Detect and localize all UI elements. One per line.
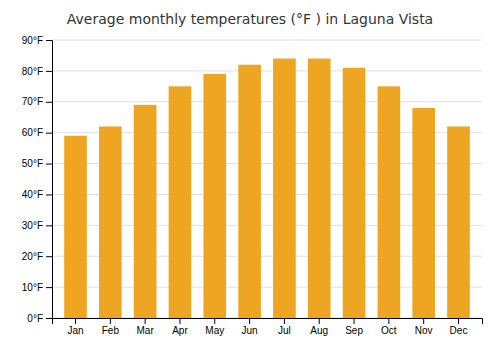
title: Average monthly temperatures (°F ) in La…	[67, 11, 433, 27]
x-tick: Sep	[345, 318, 363, 336]
tick-mark	[46, 256, 52, 257]
tick-label: Jun	[242, 325, 258, 336]
x-tick: Aug	[310, 318, 328, 336]
tick-mark	[110, 318, 111, 324]
x-axis: Jan Feb Mar Apr May Jun Jul Aug Sep Oct Nov Dec	[53, 318, 483, 336]
x-tick: Mar	[137, 318, 155, 336]
tick-mark	[354, 318, 355, 324]
tick-label: Nov	[415, 325, 433, 336]
chart: 0°F 10°F 20°F 30°F 40°F 50°F 60°F 70°F 80°F 90°F J…	[0, 0, 500, 350]
tick-label: Dec	[450, 325, 468, 336]
bar	[134, 105, 157, 318]
bar	[203, 74, 226, 318]
x-tick: Dec	[450, 318, 468, 336]
x-tick: Apr	[172, 318, 188, 336]
bar	[273, 59, 296, 318]
tick-label: 70°F	[22, 96, 43, 107]
axis-domain	[46, 41, 53, 319]
tick-mark	[46, 71, 52, 72]
tick-mark	[319, 318, 320, 324]
tick-label: May	[205, 325, 224, 336]
tick-label: Jan	[67, 325, 83, 336]
bar	[412, 108, 435, 318]
tick-mark	[388, 318, 389, 324]
tick-mark	[46, 40, 52, 41]
x-tick: Oct	[381, 318, 397, 336]
y-tick: 40°F	[22, 189, 52, 200]
tick-label: Aug	[310, 325, 328, 336]
tick-label: 60°F	[22, 127, 43, 138]
bar	[378, 86, 401, 318]
grid-line	[52, 40, 482, 41]
y-tick: 50°F	[22, 158, 52, 169]
tick-mark	[458, 318, 459, 324]
x-tick: Feb	[102, 318, 120, 336]
bar	[99, 126, 122, 318]
tick-label: 90°F	[22, 35, 43, 46]
tick-mark	[46, 287, 52, 288]
bar	[169, 86, 192, 318]
tick-label: 10°F	[22, 282, 43, 293]
tick-label: 50°F	[22, 158, 43, 169]
y-axis: 0°F 10°F 20°F 30°F 40°F 50°F 60°F 70°F 80°F 90°F	[22, 35, 53, 324]
y-tick: 0°F	[27, 313, 52, 324]
grid	[52, 40, 482, 318]
x-tick: Jan	[67, 318, 83, 336]
tick-label: 20°F	[22, 251, 43, 262]
tick-label: 30°F	[22, 220, 43, 231]
bar	[447, 126, 470, 318]
grid-line	[52, 70, 482, 71]
tick-label: Jul	[278, 325, 291, 336]
tick-label: Feb	[102, 325, 120, 336]
tick-mark	[249, 318, 250, 324]
y-tick: 70°F	[22, 96, 52, 107]
tick-mark	[46, 164, 52, 165]
bars	[64, 59, 470, 318]
tick-mark	[214, 318, 215, 324]
tick-mark	[423, 318, 424, 324]
y-tick: 30°F	[22, 220, 52, 231]
tick-label: 80°F	[22, 66, 43, 77]
grid-line	[52, 101, 482, 102]
y-tick: 80°F	[22, 66, 52, 77]
y-tick: 10°F	[22, 282, 52, 293]
bar	[308, 59, 331, 318]
tick-mark	[46, 318, 52, 319]
tick-label: Apr	[172, 325, 188, 336]
tick-mark	[284, 318, 285, 324]
tick-mark	[46, 225, 52, 226]
plot: 0°F 10°F 20°F 30°F 40°F 50°F 60°F 70°F 80°F 90°F J…	[22, 35, 483, 336]
bar	[343, 68, 366, 318]
tick-label: Mar	[137, 325, 155, 336]
y-tick: 90°F	[22, 35, 52, 46]
tick-label: Sep	[345, 325, 363, 336]
x-tick: Jun	[242, 318, 258, 336]
axis-domain	[53, 319, 483, 325]
tick-mark	[46, 133, 52, 134]
tick-mark	[75, 318, 76, 324]
bar	[238, 65, 261, 318]
tick-mark	[145, 318, 146, 324]
tick-label: 0°F	[27, 313, 43, 324]
tick-label: Oct	[381, 325, 397, 336]
x-tick: May	[205, 318, 224, 336]
y-tick: 60°F	[22, 127, 52, 138]
y-tick: 20°F	[22, 251, 52, 262]
tick-label: 40°F	[22, 189, 43, 200]
tick-mark	[46, 102, 52, 103]
tick-mark	[179, 318, 180, 324]
x-tick: Jul	[278, 318, 291, 336]
bar	[64, 136, 87, 318]
tick-mark	[46, 194, 52, 195]
x-tick: Nov	[415, 318, 433, 336]
